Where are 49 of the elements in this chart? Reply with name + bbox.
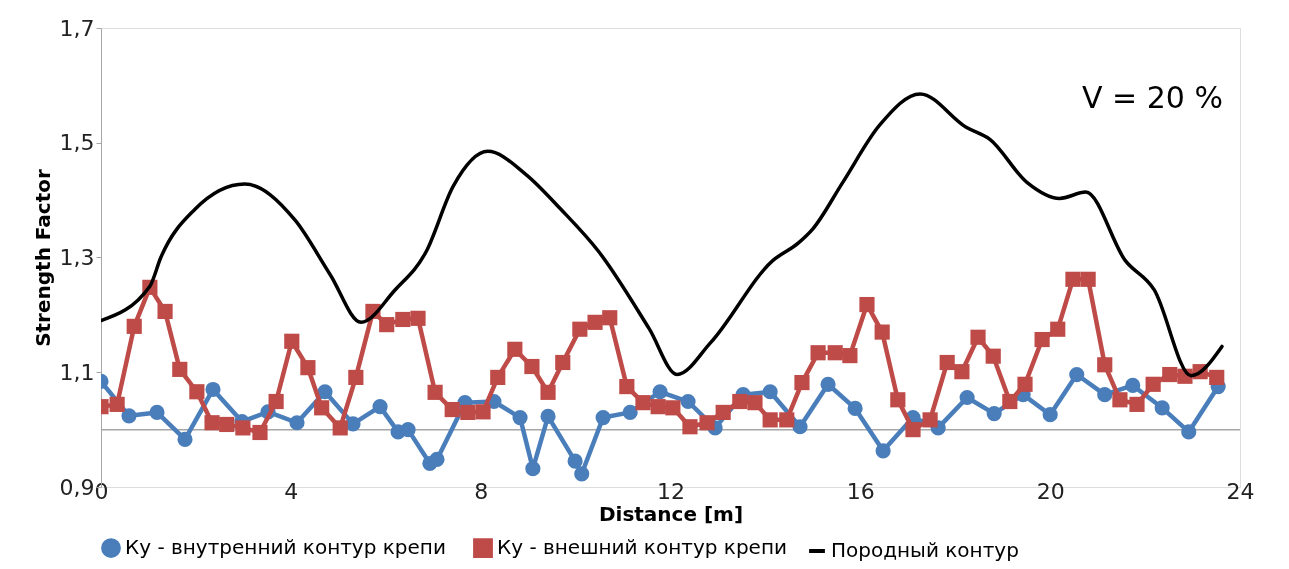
point xyxy=(567,453,583,469)
x-tick-label: 4 xyxy=(284,478,299,504)
point xyxy=(959,389,975,406)
legend-label: Породный контур xyxy=(831,538,1019,562)
point xyxy=(1125,377,1141,394)
y-tick-label: 1,7 xyxy=(59,15,95,41)
point xyxy=(317,384,333,400)
point xyxy=(121,408,137,424)
legend-label: Ку - внешний контур крепи xyxy=(497,535,787,560)
point xyxy=(574,466,590,482)
point xyxy=(1154,400,1170,416)
point xyxy=(847,400,863,416)
point xyxy=(680,393,696,410)
point xyxy=(372,399,388,415)
x-axis-title: Distance [m] xyxy=(598,501,744,526)
point xyxy=(540,408,556,424)
point xyxy=(1097,387,1113,403)
point xyxy=(622,404,638,420)
y-tick-label: 1,5 xyxy=(59,130,95,156)
point xyxy=(400,422,416,438)
point xyxy=(762,384,778,400)
point xyxy=(1181,424,1197,440)
y-axis-title: Strength Factor xyxy=(30,169,55,347)
point xyxy=(429,451,445,468)
y-tick-label: 0,9 xyxy=(59,474,95,500)
point xyxy=(792,419,808,435)
point xyxy=(1069,366,1085,383)
point xyxy=(205,381,221,398)
legend-label: Ку - внутренний контур крепи xyxy=(125,535,446,560)
annotation: V = 20 % xyxy=(1082,80,1223,115)
point xyxy=(289,415,305,431)
x-tick-label: 24 xyxy=(1226,478,1255,504)
point xyxy=(820,376,836,392)
y-tick-label: 1,3 xyxy=(59,245,95,270)
point xyxy=(986,405,1002,422)
point xyxy=(525,461,541,477)
point xyxy=(875,443,891,459)
point xyxy=(512,410,528,426)
x-tick-label: 16 xyxy=(846,478,875,504)
y-tick-label: 1,1 xyxy=(59,359,95,385)
x-tick-label: 12 xyxy=(657,478,685,504)
x-tick-label: 20 xyxy=(1036,478,1065,504)
x-tick-label: 0 xyxy=(94,478,109,504)
x-tick-label: 8 xyxy=(474,478,489,504)
point xyxy=(652,384,668,400)
point xyxy=(177,431,193,447)
point xyxy=(1042,407,1058,423)
point xyxy=(149,404,165,420)
point xyxy=(595,410,611,426)
